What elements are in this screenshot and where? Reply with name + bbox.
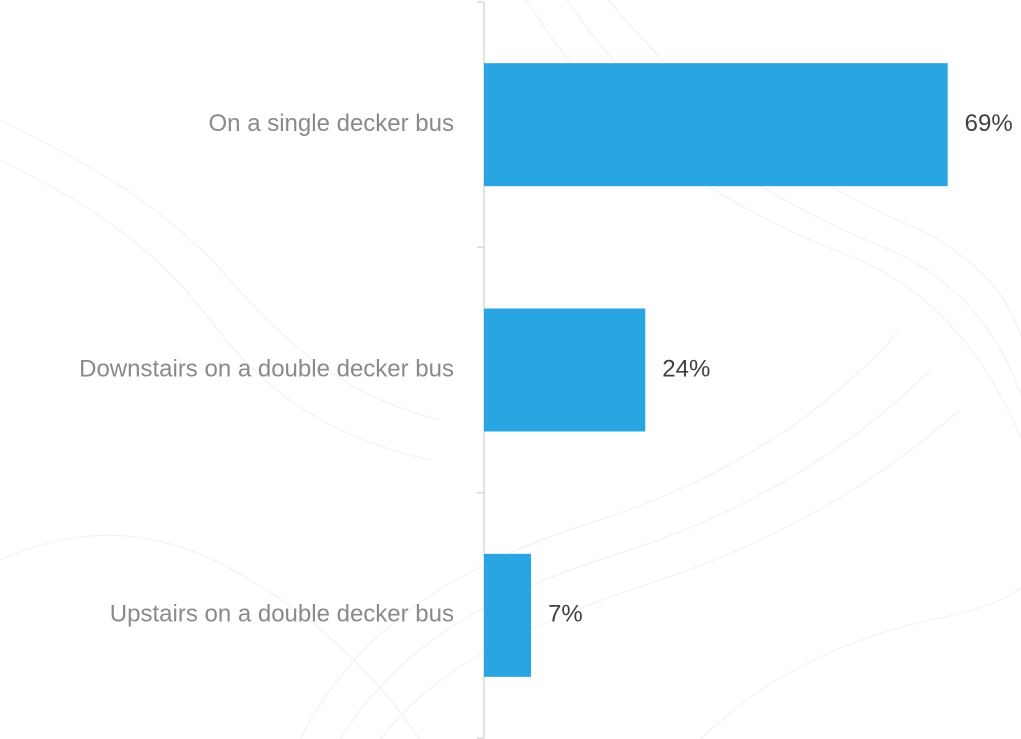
bars [484, 63, 948, 677]
bar-1 [484, 63, 948, 187]
category-label: On a single decker bus [209, 110, 454, 137]
bar-2 [484, 308, 646, 432]
labels: On a single decker bus 69% Downstairs on a… [79, 110, 1013, 628]
value-label: 7% [548, 601, 583, 628]
value-label: 24% [662, 355, 710, 382]
category-label: Downstairs on a double decker bus [79, 355, 454, 382]
bar-3 [484, 553, 532, 677]
category-axis [477, 1, 485, 739]
value-label: 69% [965, 110, 1013, 137]
category-label: Upstairs on a double decker bus [110, 601, 454, 628]
